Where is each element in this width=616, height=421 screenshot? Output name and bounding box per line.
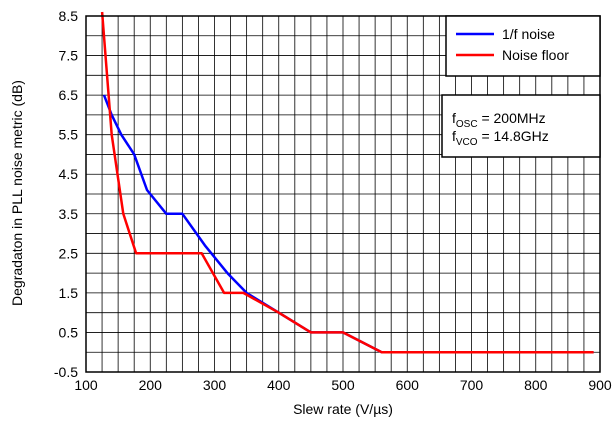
x-tick-label: 200 [139,377,163,393]
x-tick-label: 400 [267,377,291,393]
y-tick-labels: -0.5 0.5 1.5 2.5 3.5 4.5 5.5 6.5 7.5 8.5 [54,8,78,380]
series-line-noise-floor [100,11,594,354]
legend-label-noise-floor: Noise floor [502,47,569,63]
y-tick-label: 6.5 [59,87,79,103]
annotation-vco: fVCO = 14.8GHz [452,128,549,148]
x-tick-labels: 100 200 300 400 500 600 700 800 900 [74,377,612,393]
y-tick-label: 7.5 [59,48,79,64]
legend-box [445,15,601,77]
annotation-box [441,94,601,158]
y-tick-label: 3.5 [59,206,79,222]
frequency-annotation: fOSC = 200MHz fVCO = 14.8GHz [441,94,601,158]
x-axis-label: Slew rate (V/µs) [293,401,393,417]
y-tick-label: 8.5 [59,8,79,24]
legend: 1/f noise Noise floor [445,15,601,77]
y-tick-label: 0.5 [59,324,79,340]
y-axis-label: Degradaton in PLL noise metric (dB) [9,80,25,306]
series-lines [100,11,594,354]
y-tick-label: 1.5 [59,285,79,301]
y-tick-label: -0.5 [54,364,78,380]
y-tick-label: 2.5 [59,245,79,261]
y-tick-label: 5.5 [59,127,79,143]
x-tick-label: 700 [460,377,484,393]
y-tick-label: 4.5 [59,166,79,182]
legend-label-1f-noise: 1/f noise [502,26,555,42]
plot-frame [85,15,601,373]
x-tick-label: 500 [331,377,355,393]
x-tick-label: 600 [396,377,420,393]
x-tick-label: 800 [524,377,548,393]
x-tick-label: 100 [74,377,98,393]
annotation-osc: fOSC = 200MHz [452,110,546,130]
x-tick-label: 300 [203,377,227,393]
x-tick-label: 900 [588,377,612,393]
